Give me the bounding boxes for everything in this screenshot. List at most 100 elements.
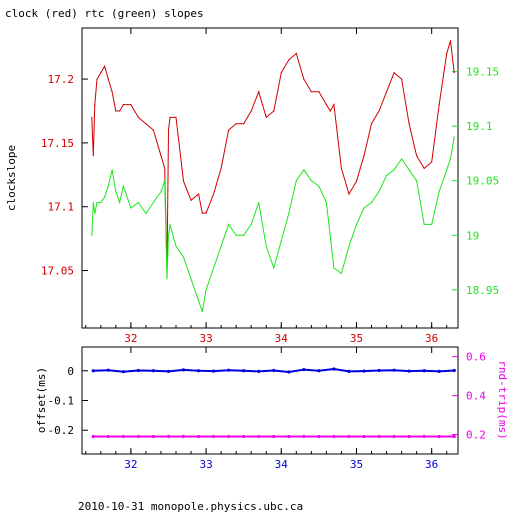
rtc-point [201,311,203,313]
rtc-point [243,234,245,236]
y-tick-label: 0 [67,365,74,378]
rtc-point [340,272,343,275]
rtc-point [265,245,267,247]
clock-point [167,129,170,131]
y-tick-label: -0.1 [48,395,75,408]
x-tick-label: 35 [350,332,363,345]
clock-point [100,72,102,74]
rtc-point [303,169,305,171]
rtc-point [164,180,166,182]
y-tick-label: 17.2 [48,73,75,86]
clock-point [205,212,207,214]
bottom-panel: offset(ms) rnd-trip(ms) 32 33 34 35 36 0 -0.1 -… [35,346,509,471]
footer-caption: 2010-10-31 monopole.physics.ubc.ca [78,500,303,512]
clock-point [370,123,373,125]
rtc-point [416,180,418,182]
rtc-point [370,201,373,204]
clock-slope-line [91,40,455,271]
clock-point [385,91,388,93]
rtc-point [329,234,331,236]
rtc-point [280,240,282,242]
y2-tick-label: 0.2 [466,429,486,442]
rtc-point [449,158,452,160]
y-tick-label: 17.15 [41,137,74,150]
clock-point [273,110,275,112]
rtc-point [431,223,433,225]
rtc-point [205,289,207,291]
clock-point [401,78,403,80]
clock-point [164,167,166,170]
clock-point [378,110,380,112]
clock-point [119,110,121,112]
rtc-point [355,223,358,225]
x-tick-label: 36 [425,332,438,345]
x-tick-label: 36 [425,458,438,471]
rtc-point [175,245,177,247]
rtc-point [446,169,448,171]
y-tick-label: -0.2 [48,424,75,437]
clock-point [182,180,185,182]
rtc-point [137,201,139,204]
clock-point [310,91,312,93]
clock-point [318,91,320,93]
clock-point [348,193,350,195]
rtc-point [385,174,388,176]
clock-point [250,110,252,112]
clock-point [103,65,106,67]
rtc-point [91,234,93,236]
clock-point [449,40,452,42]
rtc-point [166,278,168,280]
clock-point [408,123,410,125]
rtc-point [103,196,106,198]
y2-tick-label: 19.1 [466,120,493,133]
clock-point [280,72,282,74]
y2-tick-label: 18.95 [466,284,499,297]
bottom-ylabel: offset(ms) [35,367,48,433]
rtc-point [122,185,124,187]
clock-point [438,103,440,106]
rtc-point [130,207,132,209]
x-tick-label: 33 [199,458,212,471]
rtc-slope-line [91,137,455,312]
top-plot-frame [81,27,459,329]
clock-point [423,167,425,170]
clock-point [137,116,139,118]
x-tick-label: 32 [124,332,137,345]
rtc-point [408,169,410,171]
clock-point [340,167,343,170]
clock-point [303,78,305,80]
rtc-point [119,201,121,204]
rtc-point [94,212,96,215]
rtc-point [258,201,260,204]
clock-point [145,123,147,125]
clock-point [213,193,215,195]
rtc-point [401,158,403,160]
rtc-point [213,267,215,269]
rtc-point [92,201,94,204]
rtc-point [96,201,98,204]
rtc-point [152,201,155,204]
clock-point [363,155,365,157]
chart-title: clock (red) rtc (green) slopes [5,7,204,20]
clock-point [355,180,358,182]
clock-point [235,123,237,125]
rtc-point [145,212,147,215]
clock-point [175,116,177,118]
x-tick-label: 35 [350,458,363,471]
clock-point [160,155,162,157]
rtc-point [438,191,440,193]
clock-point [91,116,93,118]
y-tick-label: 17.1 [48,201,75,214]
y2-tick-label: 19.05 [466,175,499,188]
clock-point [190,199,192,201]
rtc-point [363,207,365,209]
clock-point [130,103,132,106]
y-tick-label: 17.05 [41,265,74,278]
clock-point [446,52,448,55]
y2-tick-label: 19.15 [466,66,499,79]
x-tick-label: 33 [199,332,212,345]
rtc-point [100,201,102,204]
clock-point [115,110,117,112]
rtc-point [220,245,222,247]
rtc-point [111,169,113,171]
